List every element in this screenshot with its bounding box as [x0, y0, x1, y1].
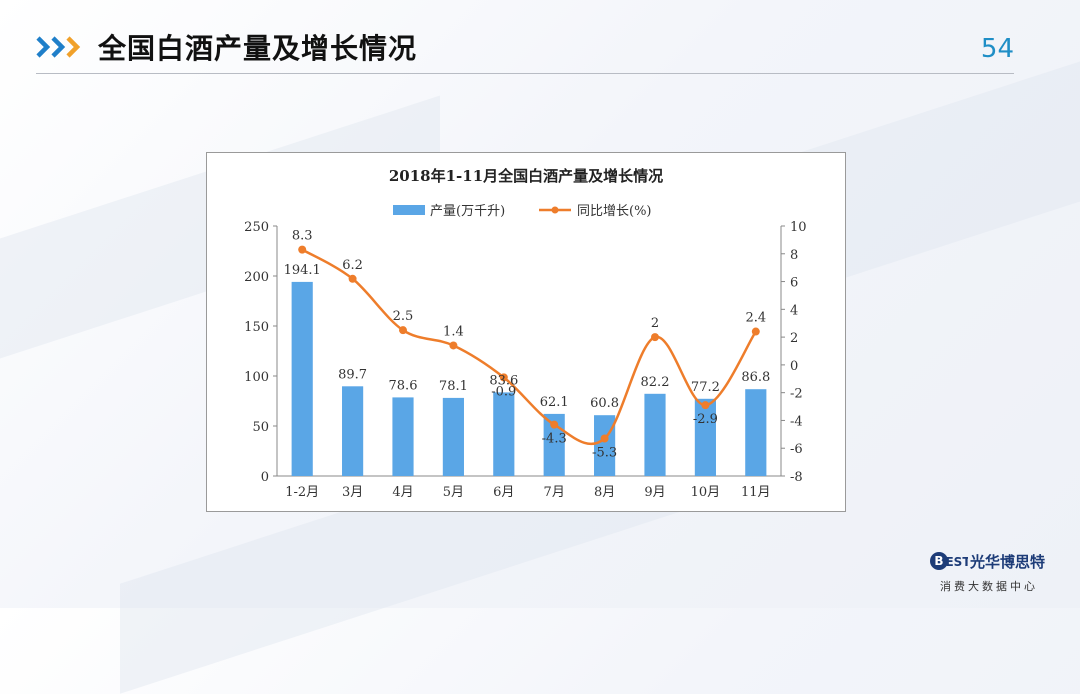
- bar-value-label: 60.8: [590, 396, 619, 411]
- y-left-tick-label: 150: [244, 320, 269, 335]
- svg-text:B: B: [934, 554, 943, 568]
- line-value-label: -0.9: [491, 384, 516, 399]
- bar-value-label: 78.6: [389, 378, 418, 393]
- bar: [342, 386, 364, 476]
- bar-value-label: 78.1: [439, 379, 468, 394]
- legend-bar-label: 产量(万千升): [430, 204, 505, 219]
- bar-value-label: 86.8: [741, 370, 770, 385]
- chart-panel: 2018年1-11月全国白酒产量及增长情况产量(万千升) 同比增长(%) 0 50 10…: [206, 152, 846, 512]
- x-tick-label: 4月: [392, 485, 413, 500]
- x-tick-label: 11月: [741, 485, 771, 500]
- bar-value-label: 77.2: [691, 380, 720, 395]
- brand-tagline: 消费大数据中心: [940, 580, 1038, 593]
- y-right-tick-label: -6: [790, 442, 803, 457]
- y-left-tick-label: 250: [244, 220, 269, 235]
- line-value-label: 2: [651, 316, 659, 331]
- line-value-label: 6.2: [342, 258, 363, 273]
- line-point: [600, 434, 609, 443]
- line-value-label: -2.9: [693, 412, 718, 427]
- line-point: [701, 401, 710, 410]
- line-point: [499, 373, 508, 382]
- y-left-tick-label: 0: [261, 470, 269, 485]
- line-value-label: -4.3: [542, 432, 567, 447]
- x-tick-label: 5月: [443, 485, 464, 500]
- svg-text:EST: EST: [945, 555, 968, 569]
- y-right-tick-label: 8: [790, 248, 798, 263]
- line-value-label: 8.3: [292, 229, 313, 244]
- line-value-label: 2.5: [393, 309, 414, 324]
- header-divider: [36, 73, 1014, 74]
- brand-logo: B EST 光华博思特 消费大数据中心: [930, 548, 1060, 594]
- series-line: [301, 248, 757, 446]
- line-point: [651, 333, 659, 342]
- bar-value-label: 194.1: [284, 263, 321, 278]
- legend-line-label: 同比增长(%): [577, 204, 652, 219]
- y-right-tick-label: 6: [790, 276, 798, 291]
- legend-bar-swatch: [393, 205, 425, 215]
- bar: [442, 397, 464, 476]
- x-tick-label: 3月: [342, 485, 363, 500]
- line-point: [399, 326, 407, 335]
- x-tick-label: 1-2月: [285, 485, 319, 500]
- triple-chevron-right-icon: [36, 34, 88, 60]
- page-title: 全国白酒产量及增长情况: [98, 32, 418, 65]
- y-right-tick-label: 4: [790, 303, 798, 318]
- bar-value-label: 89.7: [338, 367, 367, 382]
- y-right-tick-label: -2: [790, 387, 803, 402]
- brand-name: 光华博思特: [970, 553, 1046, 571]
- bar: [493, 392, 515, 476]
- y-left-tick-label: 50: [252, 420, 269, 435]
- y-right-tick-label: 2: [790, 331, 798, 346]
- y-right-tick-label: 10: [790, 220, 807, 235]
- chart-title: 2018年1-11月全国白酒产量及增长情况: [389, 167, 663, 185]
- bar-value-label: 83.6: [489, 373, 518, 388]
- y-left-tick-label: 100: [244, 370, 269, 385]
- y-right-tick-label: 0: [790, 359, 798, 374]
- y-left-tick-label: 200: [244, 270, 269, 285]
- bar: [392, 397, 414, 476]
- line-point: [550, 420, 559, 429]
- legend-line-marker: [551, 206, 559, 214]
- bar-value-label: 82.2: [641, 375, 670, 390]
- x-tick-label: 7月: [544, 485, 565, 500]
- line-value-label: 2.4: [745, 311, 766, 326]
- y-right-tick-label: -8: [790, 470, 803, 485]
- x-tick-label: 9月: [644, 485, 665, 500]
- line-point: [348, 274, 357, 283]
- best-logo-icon: B EST: [930, 552, 968, 570]
- page-number: 54: [980, 34, 1014, 64]
- line-point: [449, 341, 458, 350]
- line-point: [751, 327, 760, 336]
- bar: [745, 389, 767, 476]
- x-tick-label: 10月: [691, 485, 721, 500]
- bar-value-label: 62.1: [540, 395, 569, 410]
- line-point: [298, 245, 307, 254]
- bar: [644, 393, 666, 476]
- y-right-tick-label: -4: [790, 414, 803, 429]
- line-value-label: 1.4: [443, 324, 464, 339]
- x-tick-label: 8月: [594, 485, 615, 500]
- bar: [694, 398, 716, 476]
- bar: [291, 281, 313, 476]
- x-tick-label: 6月: [493, 485, 514, 500]
- line-value-label: -5.3: [592, 446, 617, 461]
